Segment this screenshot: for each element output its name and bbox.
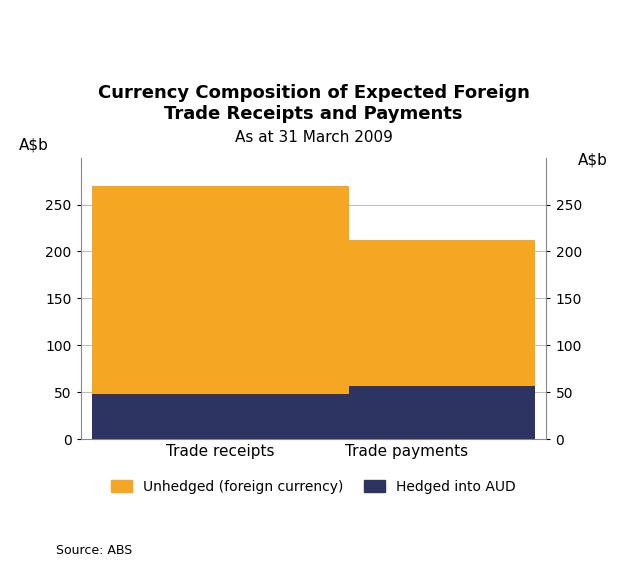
Bar bbox=[279, 240, 535, 386]
Text: As at 31 March 2009: As at 31 March 2009 bbox=[235, 130, 392, 145]
Bar bbox=[93, 186, 348, 394]
Y-axis label: A$b: A$b bbox=[19, 137, 49, 152]
Bar bbox=[279, 386, 535, 439]
Title: Currency Composition of Expected Foreign
Trade Receipts and Payments: Currency Composition of Expected Foreign… bbox=[97, 84, 530, 123]
Text: Source: ABS: Source: ABS bbox=[56, 544, 132, 557]
Bar bbox=[93, 394, 348, 439]
Y-axis label: A$b: A$b bbox=[578, 152, 608, 167]
Legend: Unhedged (foreign currency), Hedged into AUD: Unhedged (foreign currency), Hedged into… bbox=[106, 474, 522, 499]
